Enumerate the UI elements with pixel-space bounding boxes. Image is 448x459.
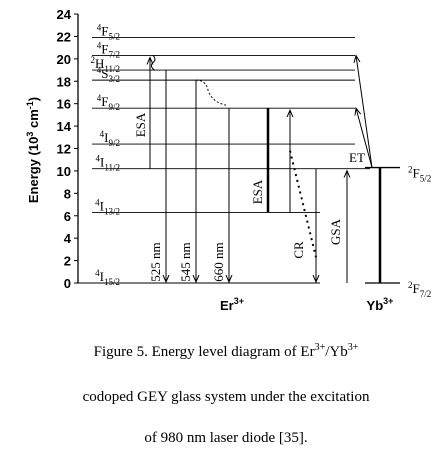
- level-label: 4I13/2: [95, 197, 120, 216]
- level-term: I: [100, 198, 104, 213]
- y-tick-label: 0: [64, 276, 71, 291]
- level-term: S: [101, 66, 108, 81]
- transition-arrow: [356, 108, 373, 168]
- level-term: I: [100, 269, 104, 284]
- level-sup: 2: [408, 280, 413, 290]
- level-sup: 4: [95, 268, 100, 278]
- level-sub: 3/2: [108, 74, 120, 84]
- level-sub: 13/2: [104, 206, 120, 216]
- level-sup: 4: [95, 154, 100, 164]
- level-term: I: [104, 130, 108, 145]
- level-sup: 2: [90, 55, 95, 65]
- caption-part: 3+: [315, 342, 326, 353]
- level-label: 4F9/2: [97, 93, 120, 112]
- cr-path: [289, 150, 317, 258]
- transition-arrow: [356, 55, 373, 168]
- y-tick-label: 6: [64, 209, 71, 224]
- y-tick-label: 8: [64, 186, 71, 201]
- y-tick-label: 24: [57, 7, 72, 22]
- relaxation: [195, 79, 227, 106]
- caption-line: Figure 5. Energy level diagram of Er3+/Y…: [94, 342, 359, 360]
- et-label: ET: [349, 150, 365, 165]
- level-label: 4F5/2: [97, 23, 120, 42]
- level-sub: 5/2: [108, 32, 120, 42]
- level-label: 2F7/2: [408, 280, 431, 299]
- level-term: F: [101, 94, 108, 109]
- y-axis-label-part: cm: [26, 109, 41, 131]
- level-sup: 4: [97, 23, 102, 33]
- y-tick-label: 16: [57, 97, 71, 112]
- relaxation: [150, 55, 156, 71]
- y-axis-label-part: 3: [25, 132, 35, 137]
- level-term: F: [101, 24, 108, 39]
- esa-label: ESA: [250, 179, 265, 204]
- level-label: 4I15/2: [95, 268, 120, 287]
- level-label: 4I11/2: [95, 154, 120, 173]
- caption-part: 3+: [348, 342, 359, 353]
- level-sub: 11/2: [104, 64, 120, 74]
- level-label: 2F5/2: [408, 165, 431, 184]
- level-sub: 7/2: [108, 49, 120, 59]
- ion-name: Yb: [367, 298, 384, 313]
- level-sup: 4: [100, 129, 105, 139]
- wavelength-label: 660 nm: [211, 242, 226, 281]
- y-tick-label: 10: [57, 164, 71, 179]
- level-label: 2H11/2: [90, 55, 120, 74]
- level-term: F: [413, 166, 420, 181]
- wavelength-label: 545 nm: [178, 242, 193, 281]
- y-tick-label: 4: [64, 231, 72, 246]
- caption-part: codoped GEY glass system under the excit…: [83, 389, 370, 405]
- level-sup: 4: [97, 93, 102, 103]
- caption-part: /Yb: [325, 344, 348, 360]
- y-axis-label: Energy (103 cm-1): [25, 97, 41, 203]
- y-tick-label: 2: [64, 254, 71, 269]
- level-sub: 5/2: [420, 174, 432, 184]
- ion-name: Er: [220, 298, 234, 313]
- level-sub: 11/2: [104, 163, 120, 173]
- level-sub: 9/2: [108, 102, 120, 112]
- caption-line: codoped GEY glass system under the excit…: [83, 389, 370, 405]
- y-axis-label-part: ): [26, 97, 41, 101]
- level-term: H: [95, 56, 104, 71]
- level-term: F: [413, 281, 420, 296]
- level-sub: 15/2: [104, 277, 120, 287]
- level-label: 4F7/2: [97, 40, 120, 59]
- ion-label: Er3+: [220, 296, 244, 313]
- y-axis-label-part: -1: [25, 101, 35, 109]
- ion-charge: 3+: [383, 296, 393, 306]
- y-tick-label: 14: [57, 119, 72, 134]
- level-label: 4I9/2: [100, 129, 120, 148]
- caption-part: of 980 nm laser diode [35].: [144, 430, 307, 446]
- gsa-label: GSA: [328, 218, 343, 245]
- wavelength-label: 525 nm: [148, 242, 163, 281]
- ion-charge: 3+: [234, 296, 244, 306]
- y-axis-label-part: Energy (10: [26, 137, 41, 203]
- caption-line: of 980 nm laser diode [35].: [144, 430, 307, 446]
- level-sub: 7/2: [420, 289, 432, 299]
- level-sub: 9/2: [108, 138, 120, 148]
- esa-label: ESA: [133, 112, 148, 137]
- level-sup: 4: [95, 197, 100, 207]
- y-tick-label: 18: [57, 74, 71, 89]
- y-tick-label: 20: [57, 52, 71, 67]
- caption-part: Figure 5. Energy level diagram of Er: [94, 344, 315, 360]
- y-tick-label: 22: [57, 29, 71, 44]
- level-term: F: [101, 41, 108, 56]
- level-sup: 2: [408, 165, 413, 175]
- cr-label: CR: [291, 241, 306, 259]
- y-tick-label: 12: [57, 142, 71, 157]
- level-term: I: [100, 155, 104, 170]
- ion-label: Yb3+: [367, 296, 394, 313]
- level-sup: 4: [97, 40, 102, 50]
